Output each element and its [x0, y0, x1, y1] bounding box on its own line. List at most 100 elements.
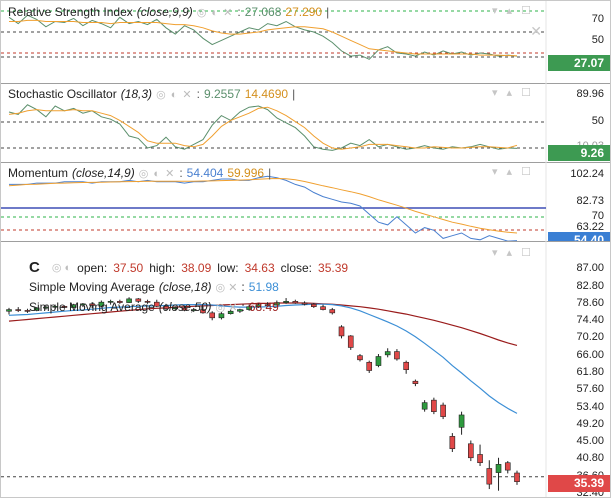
main-controls-icon[interactable]: ◎ ◐: [51, 262, 72, 274]
sma50-line: [8, 302, 518, 346]
rsi-params: (close,9,9): [136, 5, 193, 19]
candle-body: [246, 306, 252, 310]
stochastic-panel[interactable]: Stochastic Oscillator (18,3) ◎ ◐ ✕ : 9.2…: [1, 83, 610, 163]
symbol-label: C: [29, 259, 40, 276]
candle-body: [301, 302, 308, 305]
candle-body: [144, 301, 151, 303]
stoch-params: (18,3): [120, 87, 153, 101]
candle-body: [6, 309, 12, 312]
open-label: open:: [77, 260, 108, 275]
sma50-legend: Simple Moving Average (close,50) ◎ ✕ : 6…: [29, 300, 279, 314]
candle-body: [431, 399, 437, 412]
rsi-value2: 27.290: [285, 5, 323, 19]
candle-body: [366, 361, 373, 371]
candle-body: [440, 404, 446, 417]
sma18-name: Simple Moving Average: [29, 280, 155, 294]
momentum-value2: 59.996: [227, 166, 265, 180]
rsi-panel-controls-icon[interactable]: ▾ ▴ ☐: [491, 5, 534, 17]
stoch-current-tag: 9.26: [548, 145, 610, 161]
price-tick: 61.80: [576, 365, 604, 378]
candle-body: [347, 335, 354, 348]
rsi-k-line: [8, 14, 518, 60]
momentum-panel[interactable]: Momentum (close,14,9) ◎ ◐ ✕ : 54.404 59.…: [1, 162, 610, 242]
sma18-value: 51.98: [248, 280, 279, 294]
rsi-current-tag: 27.07: [548, 55, 610, 71]
stoch-controls-icon[interactable]: ◎ ◐ ✕: [156, 88, 193, 101]
rsi-panel[interactable]: Relative Strength Index (close,9,9) ◎ ◐ …: [1, 1, 610, 84]
candle-body: [181, 307, 188, 311]
candle-body: [43, 306, 49, 309]
main-panel-controls-icon[interactable]: ▾ ▴ ☐: [491, 247, 534, 259]
stoch-k-line: [8, 104, 518, 151]
momentum-current-tag: 54.40: [548, 232, 610, 241]
candle-body: [329, 309, 336, 314]
high-value: 38.09: [181, 260, 212, 275]
momentum-controls-icon[interactable]: ◎ ◐ ✕: [138, 167, 176, 180]
high-label: high:: [149, 260, 176, 275]
ohlc-legend: C ◎ ◐ open: 37.50 high: 38.09 low: 34.63 cl…: [29, 259, 348, 276]
candle-body: [126, 298, 132, 303]
close-value: 35.39: [318, 260, 349, 275]
candle-body: [394, 351, 400, 360]
price-tick: 74.40: [576, 314, 604, 327]
momentum-params: (close,14,9): [72, 166, 135, 180]
candle-body: [70, 304, 77, 308]
rsi-close-icon[interactable]: ✕: [530, 23, 542, 39]
stoch-value2: 14.4690: [244, 87, 289, 101]
sma50-name: Simple Moving Average: [29, 300, 155, 314]
sma18-line: [8, 303, 518, 414]
price-tick: 40.80: [576, 452, 604, 465]
candle-body: [477, 454, 483, 464]
rsi-controls-icon[interactable]: ◎ ◐ ✕: [196, 6, 234, 19]
candle-body: [172, 307, 179, 310]
low-label: low:: [217, 260, 239, 275]
rsi-name: Relative Strength Index: [8, 5, 133, 19]
momentum-panel-controls-icon[interactable]: ▾ ▴ ☐: [491, 166, 534, 178]
sma50-controls-icon[interactable]: ◎ ✕: [215, 301, 238, 314]
candle-body: [449, 436, 456, 450]
rsi-d-line: [9, 19, 518, 57]
candle-body: [237, 309, 243, 312]
momentum-tick-2: 82.73: [576, 195, 604, 207]
momentum-legend: Momentum (close,14,9) ◎ ◐ ✕ : 54.404 59.…: [8, 166, 272, 180]
stoch-legend: Stochastic Oscillator (18,3) ◎ ◐ ✕ : 9.2…: [8, 87, 296, 101]
close-label: close:: [280, 260, 313, 275]
price-tick: 49.20: [576, 417, 604, 430]
candle-body: [468, 443, 474, 459]
candle-body: [274, 302, 280, 306]
candle-body: [412, 380, 419, 384]
rsi-tick-50: 50: [591, 34, 604, 46]
sma50-params: (close,50): [158, 300, 212, 314]
price-tick: 45.00: [576, 435, 604, 448]
price-panel[interactable]: [1, 241, 610, 497]
candle-body: [421, 402, 428, 410]
open-value: 37.50: [113, 260, 144, 275]
low-value: 34.63: [244, 260, 275, 275]
candle-body: [255, 304, 262, 307]
candle-body: [163, 305, 169, 310]
stoch-d-line: [8, 106, 518, 150]
sma50-value: 68.49: [248, 300, 279, 314]
rsi-legend: Relative Strength Index (close,9,9) ◎ ◐ …: [8, 5, 330, 19]
candle-body: [80, 303, 86, 306]
candle-body: [292, 301, 299, 304]
sma18-controls-icon[interactable]: ◎ ✕: [215, 281, 238, 294]
price-tick: 87.00: [576, 262, 604, 275]
rsi-plot: [1, 1, 547, 83]
sma18-params: (close,18): [158, 280, 212, 294]
candle-body: [61, 305, 68, 308]
stoch-value1: 9.2557: [203, 87, 241, 101]
candle-body: [15, 309, 22, 311]
momentum-tick-top: 102.24: [570, 168, 604, 180]
momentum-tick-4: 63.22: [576, 221, 604, 233]
candle-body: [52, 305, 58, 308]
stoch-tick-top: 89.96: [576, 88, 604, 100]
stochastic-plot: [1, 83, 547, 162]
stoch-panel-controls-icon[interactable]: ▾ ▴ ☐: [491, 87, 534, 99]
candle-body: [209, 312, 215, 319]
momentum-signal-line: [8, 177, 518, 234]
price-tick: 53.40: [576, 400, 604, 413]
price-plot: [1, 241, 547, 497]
candle-body: [375, 356, 382, 366]
